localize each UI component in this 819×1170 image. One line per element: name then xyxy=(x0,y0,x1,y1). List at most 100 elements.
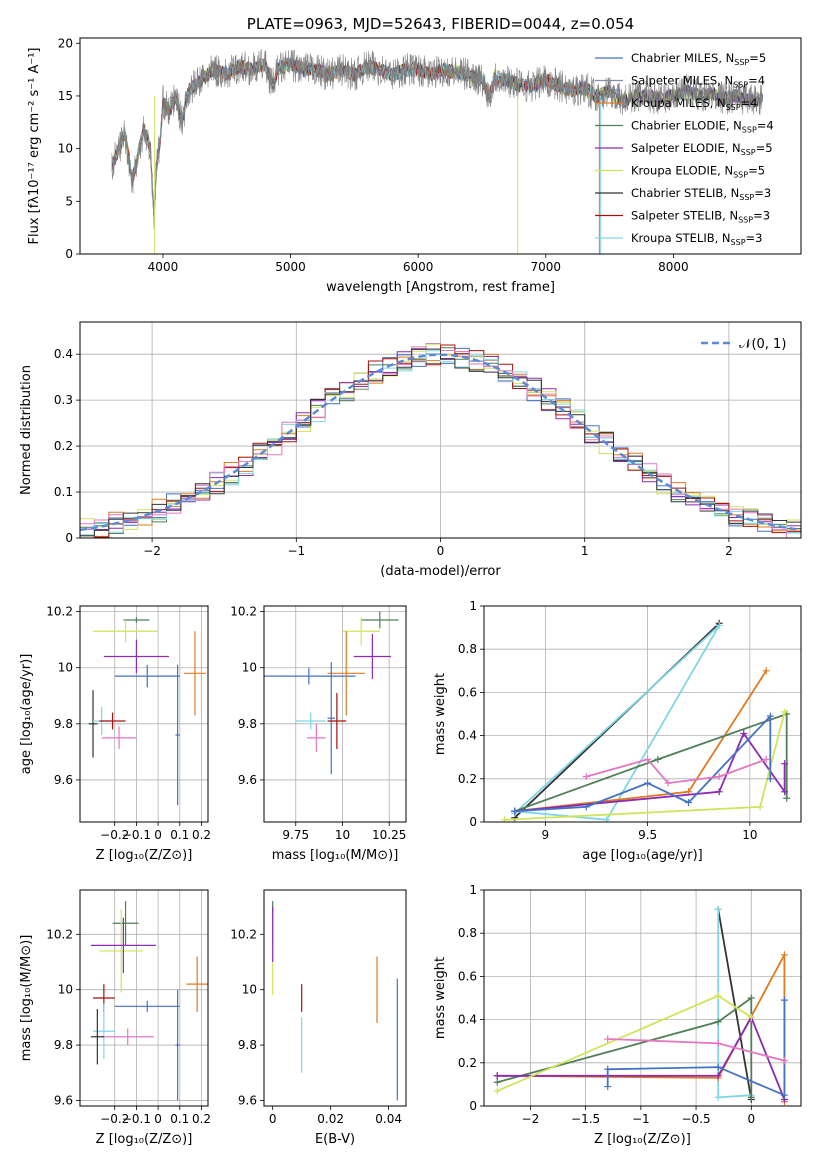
x-tick-label: 0 xyxy=(269,1112,277,1126)
legend-name: Chabrier STELIB, N xyxy=(631,186,739,200)
error-bar-point xyxy=(327,662,335,775)
plus-marker xyxy=(582,773,590,781)
error-bar-point xyxy=(90,1009,104,1065)
legend-sub: SSP xyxy=(739,193,754,202)
x-tick-label: 0.2 xyxy=(192,1112,211,1126)
plus-marker xyxy=(603,816,611,822)
axes-frame xyxy=(483,605,802,823)
legend-sub: SSP xyxy=(734,58,749,67)
y-tick-label: 10.2 xyxy=(46,927,73,941)
x-tick-label: −2 xyxy=(522,1112,540,1126)
error-bar-point xyxy=(327,692,347,750)
y-tick-label: 20 xyxy=(58,36,73,50)
plus-marker xyxy=(780,1091,788,1099)
y-tick-label: 5 xyxy=(65,194,73,208)
plot-area xyxy=(88,617,206,806)
plus-marker xyxy=(762,667,770,675)
x-tick-label: 0.04 xyxy=(375,1112,402,1126)
axes-frame xyxy=(79,889,209,1107)
legend-name: Chabrier ELODIE, N xyxy=(631,119,742,133)
error-bar-point xyxy=(112,901,139,946)
plot-area xyxy=(80,343,801,538)
plus-marker xyxy=(604,1065,612,1073)
panel-mass_vs_ebv: 0 0.02 0.04 9.6 9.8 10 10.2 E(B-V) xyxy=(230,889,407,1147)
legend-sub: SSP xyxy=(726,103,741,112)
plus-marker xyxy=(500,816,508,822)
legend-label: 𝒩(0, 1) xyxy=(739,337,786,352)
legend-eq: =3 xyxy=(746,231,763,245)
plus-marker xyxy=(493,1072,501,1080)
y-axis-label: age [log₁₀(age/yr)] xyxy=(19,654,34,775)
x-tick-label: 9.75 xyxy=(282,828,309,842)
legend-label: Salpeter STELIB, NSSP=3 xyxy=(631,209,770,225)
x-tick-label: 0 xyxy=(437,544,445,558)
plus-marker xyxy=(780,996,788,1004)
mass-weight-line xyxy=(717,909,753,1100)
x-tick-label: 10 xyxy=(742,828,757,842)
error-bar-point xyxy=(99,909,143,993)
plus-marker xyxy=(644,755,652,763)
error-bar-point xyxy=(306,723,326,752)
plus-marker xyxy=(783,794,791,802)
panel-mass_weight_vs_Z: −2 −1.5 −1 −0.5 0 0 0.2 0.4 0.6 0.8 1 Z [log₁₀(Z/Z⊙… xyxy=(433,883,802,1147)
y-tick-label: 1 xyxy=(469,599,477,613)
axes-frame xyxy=(79,37,802,255)
legend-name: Kroupa ELODIE, N xyxy=(631,164,733,178)
gaussian-reference-curve xyxy=(80,353,801,532)
y-tick-label: 0 xyxy=(469,1099,477,1113)
y-tick-label: 0.2 xyxy=(54,439,73,453)
plus-marker xyxy=(715,773,723,781)
y-tick-label: 10.2 xyxy=(230,927,257,941)
plus-marker xyxy=(714,1018,722,1026)
mass-weight-line xyxy=(514,670,767,813)
y-tick-label: 10 xyxy=(242,661,257,675)
mass-weight-line xyxy=(514,713,772,813)
x-tick-label: −2 xyxy=(143,544,161,558)
legend-sub: SSP xyxy=(741,148,756,157)
plus-marker xyxy=(766,775,774,783)
mass-weight-line xyxy=(514,624,720,821)
x-tick-label: 0 xyxy=(747,1112,755,1126)
y-tick-label: 10.2 xyxy=(46,605,73,619)
legend-eq: =3 xyxy=(754,186,771,200)
y-tick-label: 10 xyxy=(242,983,257,997)
axes-frame xyxy=(263,889,407,1107)
y-axis-label: mass weight xyxy=(433,673,448,755)
error-bar-point xyxy=(361,611,399,629)
legend-sub: SSP xyxy=(733,81,748,90)
plus-marker xyxy=(654,755,662,763)
x-tick-label: 7000 xyxy=(531,260,562,274)
y-tick-label: 0.4 xyxy=(458,1013,477,1027)
plus-marker xyxy=(781,760,789,768)
legend-eq: =3 xyxy=(753,209,770,223)
y-tick-label: 0.4 xyxy=(54,347,73,361)
plus-marker xyxy=(582,803,590,811)
legend-label: Chabrier MILES, NSSP=5 xyxy=(631,51,766,67)
x-tick-label: 5000 xyxy=(275,260,306,274)
x-tick-label: 0.1 xyxy=(170,1112,189,1126)
axes-frame xyxy=(79,321,802,539)
legend-sub: SSP xyxy=(738,216,753,225)
legend-name: Salpeter STELIB, N xyxy=(631,209,738,223)
mass-weight-line xyxy=(514,712,788,813)
x-tick-label: 10.25 xyxy=(372,828,406,842)
plus-marker xyxy=(747,994,755,1002)
y-tick-label: 0 xyxy=(65,531,73,545)
panel-mass_vs_Z: −0.2−0.1 0 0.1 0.2 9.6 9.8 10 10.2 Z [log₁₀(Z/Z⊙… xyxy=(19,889,211,1147)
legend-name: Kroupa STELIB, N xyxy=(631,231,731,245)
plus-marker xyxy=(511,807,519,815)
legend-eq: =4 xyxy=(741,96,758,110)
legend-label: Chabrier ELODIE, NSSP=4 xyxy=(631,119,774,135)
y-tick-label: 0 xyxy=(65,247,73,261)
y-tick-label: 0.2 xyxy=(458,772,477,786)
plus-marker xyxy=(781,708,789,716)
plus-marker xyxy=(714,992,722,1000)
plus-marker xyxy=(762,755,770,763)
x-tick-label: 10 xyxy=(335,828,350,842)
y-tick-label: 9.8 xyxy=(54,717,73,731)
error-bar-point xyxy=(123,617,150,623)
y-tick-label: 0.8 xyxy=(458,926,477,940)
mass-weight-line xyxy=(586,758,767,785)
error-bar-point xyxy=(295,712,326,730)
plot-area xyxy=(493,905,788,1106)
